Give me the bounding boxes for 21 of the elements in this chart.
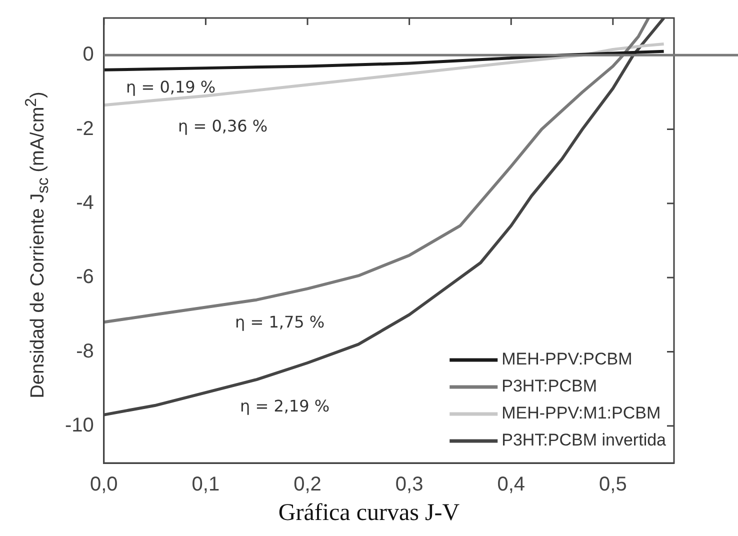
x-tick-label: 0,5 — [599, 474, 627, 496]
y-tick-label: -4 — [76, 192, 94, 214]
x-tick-label: 0,1 — [192, 474, 220, 496]
legend-label: P3HT:PCBM invertida — [502, 430, 667, 450]
y-tick-label: -8 — [76, 340, 94, 362]
legend-label: MEH-PPV:M1:PCBM — [502, 404, 661, 423]
y-tick-label: 0 — [82, 44, 94, 66]
x-tick-label: 0,3 — [395, 474, 424, 496]
x-tick-label: 0,2 — [294, 474, 322, 496]
text: Gráfica curvas J-V — [277, 500, 461, 527]
annotation: η = 1,75 % — [234, 312, 326, 332]
y-tick-label: -10 — [65, 414, 94, 436]
annotation: η = 2,19 % — [239, 396, 331, 416]
x-tick-label: 0,0 — [90, 474, 118, 496]
y-tick-label: -6 — [76, 266, 94, 288]
annotation: η = 0,19 % — [125, 78, 217, 96]
y-tick-label: -2 — [76, 118, 94, 140]
x-tick-label: 0,4 — [497, 474, 526, 496]
legend-label: MEH-PPV:PCBM — [502, 350, 632, 369]
annotation: η = 0,36 % — [177, 116, 269, 136]
legend-label: P3HT:PCBM — [502, 376, 598, 396]
